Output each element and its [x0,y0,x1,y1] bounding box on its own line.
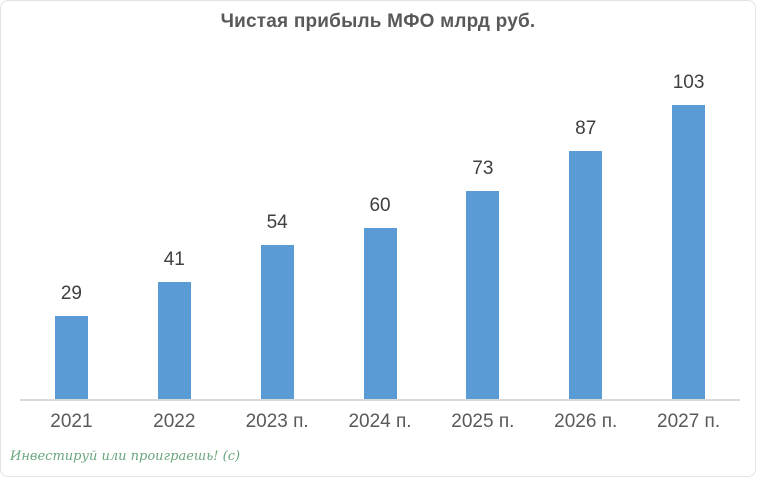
data-label: 73 [472,158,494,179]
bar [466,191,500,399]
bar [672,105,706,399]
x-axis-tick-label: 2021 [50,411,93,432]
bar [569,151,603,399]
bar-series: 29 41 54 60 73 87 103 [20,59,740,399]
bar-slot: 103 [637,72,740,399]
bar-slot: 87 [534,118,637,399]
x-axis-tick-label: 2026 п. [554,411,618,432]
x-axis-tick-label: 2027 п. [657,411,721,432]
bar-slot: 60 [329,195,432,399]
bar-slot: 41 [123,249,226,399]
chart-title: Чистая прибыль МФО млрд руб. [220,11,536,32]
data-label: 29 [60,283,82,304]
x-axis-tick-label: 2023 п. [245,411,309,432]
bar [363,228,397,399]
data-label: 41 [163,249,185,270]
bar-slot: 73 [431,158,534,399]
data-label: 103 [672,72,705,93]
watermark-text: Инвестируй или проиграешь! (с) [10,449,241,464]
bar [260,245,294,399]
data-label: 87 [575,118,597,139]
bar-slot: 54 [226,212,329,399]
plot-area: 29 41 54 60 73 87 103 [20,59,740,401]
bar [54,316,88,399]
bar [157,282,191,399]
bar-slot: 29 [20,283,123,399]
data-label: 54 [266,212,288,233]
x-axis-labels: 2021 2022 2023 п. 2024 п. 2025 п. 2026 п. 2027… [20,411,740,433]
x-axis-tick-label: 2024 п. [348,411,412,432]
x-axis-tick-label: 2022 [153,411,196,432]
data-label: 60 [369,195,391,216]
x-axis-tick-label: 2025 п. [451,411,515,432]
x-axis-line [20,399,740,401]
